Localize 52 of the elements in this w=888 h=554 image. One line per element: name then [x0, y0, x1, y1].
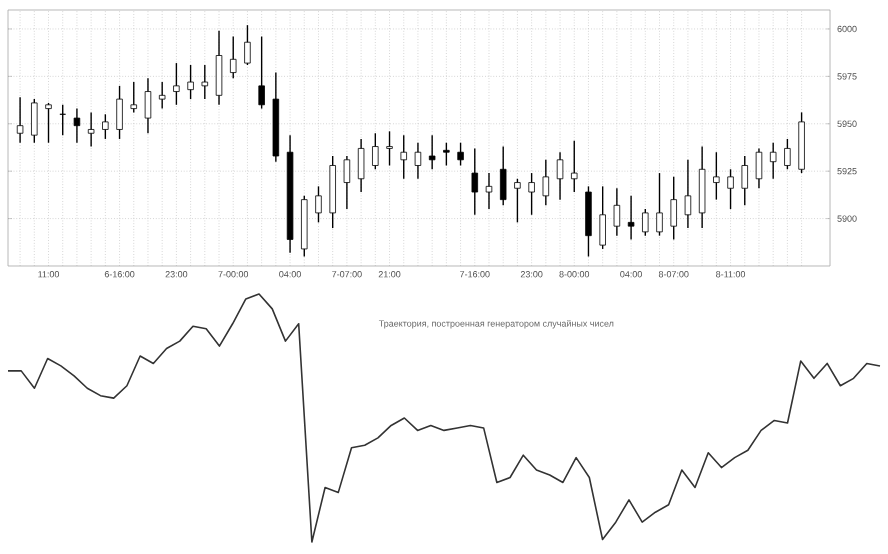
candlestick — [73, 107, 81, 144]
candlestick — [201, 64, 209, 100]
candlestick — [443, 142, 450, 167]
candlestick — [784, 138, 791, 170]
candlestick — [45, 102, 52, 144]
candlestick — [116, 85, 123, 140]
candlestick — [741, 155, 748, 207]
candlestick — [386, 130, 393, 167]
candlestick — [514, 178, 521, 224]
candlestick — [713, 151, 720, 201]
candlestick — [627, 195, 635, 241]
candlestick — [130, 81, 137, 114]
candlestick — [215, 30, 223, 106]
candlestick — [414, 142, 422, 180]
candlestick — [556, 151, 564, 201]
candlestick — [87, 111, 95, 148]
candlestick — [16, 96, 24, 144]
candlestick — [727, 168, 734, 210]
candlestick — [158, 81, 166, 110]
candlestick — [315, 185, 322, 224]
candlestick — [769, 142, 777, 180]
candlestick — [244, 24, 251, 66]
candlestick — [428, 134, 436, 170]
candlestick — [656, 172, 663, 237]
candlestick — [670, 176, 677, 241]
candlestick — [343, 155, 351, 210]
candlestick — [485, 172, 493, 210]
candlestick — [755, 147, 763, 189]
candlestick — [698, 145, 706, 229]
candlestick — [471, 147, 479, 216]
candlestick — [102, 113, 109, 140]
candlestick — [528, 172, 535, 216]
candlestick — [329, 155, 336, 229]
candlestick — [571, 140, 578, 193]
candlestick — [357, 138, 365, 193]
candlestick — [187, 64, 194, 100]
candlestick — [400, 134, 407, 180]
candlestick — [144, 77, 152, 134]
candlestick — [229, 35, 237, 79]
candlestick — [599, 185, 606, 250]
candlestick — [585, 185, 592, 258]
candlestick — [684, 159, 692, 229]
candlestick — [642, 208, 649, 237]
candlestick — [613, 187, 621, 237]
candlestick — [798, 111, 805, 174]
candlestick — [372, 132, 379, 170]
candlestick — [31, 98, 38, 144]
candlestick — [542, 159, 550, 207]
candlestick — [457, 142, 464, 167]
candlestick — [499, 145, 507, 207]
candlestick — [258, 35, 265, 110]
candlestick — [173, 62, 180, 106]
